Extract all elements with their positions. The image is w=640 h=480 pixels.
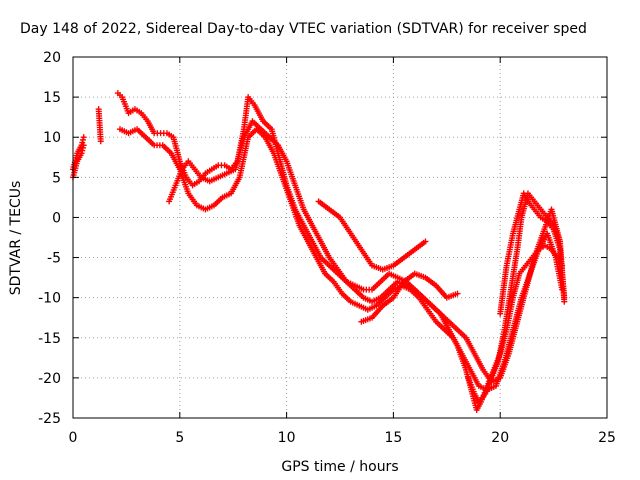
- data-point: [454, 290, 461, 297]
- x-tick-label: 0: [69, 430, 78, 446]
- y-tick-label: 0: [52, 210, 61, 226]
- data-point: [561, 294, 568, 301]
- y-axis-label: SDTVAR / TECUs: [8, 181, 24, 296]
- x-tick-label: 15: [384, 430, 402, 446]
- x-axis-label: GPS time / hours: [281, 459, 398, 475]
- y-tick-label: -25: [38, 411, 61, 427]
- data-point: [422, 238, 429, 245]
- x-tick-label: 20: [491, 430, 509, 446]
- data-point: [97, 138, 104, 145]
- axis-ticks: 0 5 10 15 20 25 -25 -20 -15 -10 -5 0 5 10 15 20: [38, 50, 616, 446]
- chart-title: Day 148 of 2022, Sidereal Day-to-day VTE…: [20, 21, 587, 37]
- data-point: [80, 142, 87, 149]
- y-tick-label: -20: [38, 371, 61, 387]
- y-tick-label: -5: [47, 251, 61, 267]
- data-points: [70, 90, 568, 413]
- y-tick-label: 15: [43, 90, 61, 106]
- y-tick-label: 5: [52, 170, 61, 186]
- plot-frame: [72, 56, 608, 419]
- grid-lines: [73, 57, 607, 418]
- data-point: [80, 134, 87, 141]
- y-tick-label: -10: [38, 291, 61, 307]
- x-tick-label: 5: [175, 430, 184, 446]
- x-tick-label: 10: [278, 430, 296, 446]
- y-tick-label: 10: [43, 130, 61, 146]
- y-tick-label: -15: [38, 331, 61, 347]
- y-tick-label: 20: [43, 50, 61, 66]
- x-tick-label: 25: [598, 430, 616, 446]
